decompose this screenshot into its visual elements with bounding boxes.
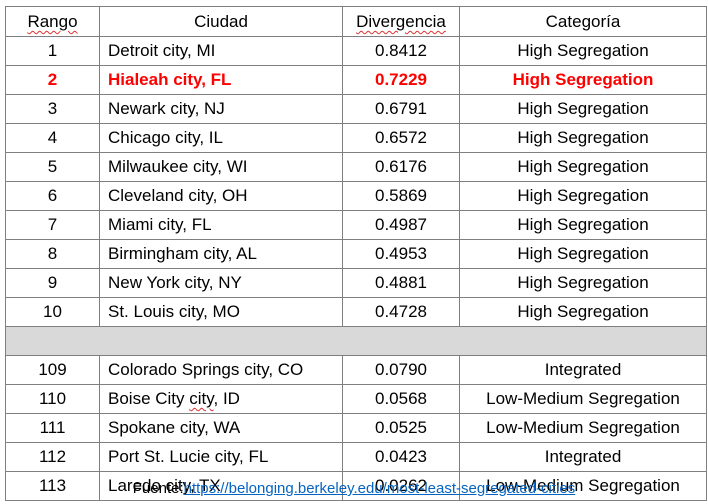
category-cell: Low-Medium Segregation xyxy=(459,471,707,501)
city-cell: Port St. Lucie city, FL xyxy=(99,442,343,472)
separator-row xyxy=(5,326,707,356)
divergence-cell: 0.0568 xyxy=(342,384,460,414)
category-cell: High Segregation xyxy=(459,181,707,211)
rank-cell: 4 xyxy=(5,123,100,153)
table-row: 8 Birmingham city, AL 0.4953 High Segregati… xyxy=(5,239,707,269)
header-rank: Rango xyxy=(5,6,100,37)
divergence-cell: 0.4987 xyxy=(342,210,460,240)
table-row: 7 Miami city, FL 0.4987 High Segregation xyxy=(5,210,707,240)
category-cell: High Segregation xyxy=(459,65,707,95)
rank-cell: 5 xyxy=(5,152,100,182)
divergence-cell: 0.4881 xyxy=(342,268,460,298)
table-body: 1 Detroit city, MI 0.8412 High Segregation 2… xyxy=(5,36,707,501)
city-cell: Hialeah city, FL xyxy=(99,65,343,95)
table-row: 9 New York city, NY 0.4881 High Segregation xyxy=(5,268,707,298)
city-cell: Boise City city, ID xyxy=(99,384,343,414)
table-row: 10 St. Louis city, MO 0.4728 High Segregati… xyxy=(5,297,707,327)
city-cell: Newark city, NJ xyxy=(99,94,343,124)
table-row: 113 Laredo city, TX 0.0262 Low-Medium Segre… xyxy=(5,471,707,501)
category-cell: High Segregation xyxy=(459,152,707,182)
divergence-cell: 0.8412 xyxy=(342,36,460,66)
source-citation: Fuente:https://belonging.berkeley.edu/mo… xyxy=(0,478,708,500)
divergence-cell: 0.7229 xyxy=(342,65,460,95)
table-row: 110 Boise City city, ID 0.0568 Low-Medium S… xyxy=(5,384,707,414)
category-cell: Low-Medium Segregation xyxy=(459,413,707,443)
city-cell: Chicago city, IL xyxy=(99,123,343,153)
rank-cell: 6 xyxy=(5,181,100,211)
city-cell: Cleveland city, OH xyxy=(99,181,343,211)
spellcheck-word: city xyxy=(189,389,214,408)
table-row: 5 Milwaukee city, WI 0.6176 High Segregatio… xyxy=(5,152,707,182)
city-cell: Colorado Springs city, CO xyxy=(99,355,343,385)
rank-cell: 109 xyxy=(5,355,100,385)
header-category: Categoría xyxy=(459,6,707,37)
table-row: 6 Cleveland city, OH 0.5869 High Segregatio… xyxy=(5,181,707,211)
divergence-cell: 0.0790 xyxy=(342,355,460,385)
rank-cell: 10 xyxy=(5,297,100,327)
city-cell: Milwaukee city, WI xyxy=(99,152,343,182)
divergence-cell: 0.6176 xyxy=(342,152,460,182)
city-cell: Birmingham city, AL xyxy=(99,239,343,269)
city-cell: Miami city, FL xyxy=(99,210,343,240)
divergence-cell: 0.0525 xyxy=(342,413,460,443)
city-cell: Laredo city, TX xyxy=(99,471,343,501)
rank-cell: 113 xyxy=(5,471,100,501)
category-cell: High Segregation xyxy=(459,268,707,298)
divergence-cell: 0.4728 xyxy=(342,297,460,327)
table-row: 4 Chicago city, IL 0.6572 High Segregation xyxy=(5,123,707,153)
divergence-cell: 0.6572 xyxy=(342,123,460,153)
category-cell: High Segregation xyxy=(459,94,707,124)
rank-cell: 111 xyxy=(5,413,100,443)
divergence-cell: 0.5869 xyxy=(342,181,460,211)
header-divergence: Divergencia xyxy=(342,6,460,37)
source-link[interactable]: https://belonging.berkeley.edu/most-leas… xyxy=(183,480,576,497)
table-row: 2 Hialeah city, FL 0.7229 High Segregation xyxy=(5,65,707,95)
city-cell: New York city, NY xyxy=(99,268,343,298)
header-city: Ciudad xyxy=(99,6,343,37)
rank-cell: 8 xyxy=(5,239,100,269)
city-cell: St. Louis city, MO xyxy=(99,297,343,327)
category-cell: Integrated xyxy=(459,442,707,472)
category-cell: High Segregation xyxy=(459,239,707,269)
category-cell: Low-Medium Segregation xyxy=(459,384,707,414)
rank-cell: 112 xyxy=(5,442,100,472)
category-cell: High Segregation xyxy=(459,123,707,153)
table-row: 3 Newark city, NJ 0.6791 High Segregation xyxy=(5,94,707,124)
table-row: 111 Spokane city, WA 0.0525 Low-Medium Segr… xyxy=(5,413,707,443)
rank-cell: 3 xyxy=(5,94,100,124)
city-cell: Detroit city, MI xyxy=(99,36,343,66)
rank-cell: 7 xyxy=(5,210,100,240)
divergence-cell: 0.6791 xyxy=(342,94,460,124)
rank-cell: 1 xyxy=(5,36,100,66)
source-label: Fuente: xyxy=(132,480,184,497)
header-row: Rango Ciudad Divergencia Categoría xyxy=(5,6,707,37)
rank-cell: 110 xyxy=(5,384,100,414)
divergence-cell: 0.0423 xyxy=(342,442,460,472)
table-row: 112 Port St. Lucie city, FL 0.0423 Integrat… xyxy=(5,442,707,472)
city-cell: Spokane city, WA xyxy=(99,413,343,443)
category-cell: High Segregation xyxy=(459,36,707,66)
rank-cell: 2 xyxy=(5,65,100,95)
divergence-cell: 0.4953 xyxy=(342,239,460,269)
rank-cell: 9 xyxy=(5,268,100,298)
category-cell: High Segregation xyxy=(459,210,707,240)
table-row: 1 Detroit city, MI 0.8412 High Segregation xyxy=(5,36,707,66)
segregation-table: Rango Ciudad Divergencia Categoría 1 Detr… xyxy=(5,6,707,501)
category-cell: Integrated xyxy=(459,355,707,385)
category-cell: High Segregation xyxy=(459,297,707,327)
table-row: 109 Colorado Springs city, CO 0.0790 Integr… xyxy=(5,355,707,385)
separator-cell xyxy=(5,326,707,356)
